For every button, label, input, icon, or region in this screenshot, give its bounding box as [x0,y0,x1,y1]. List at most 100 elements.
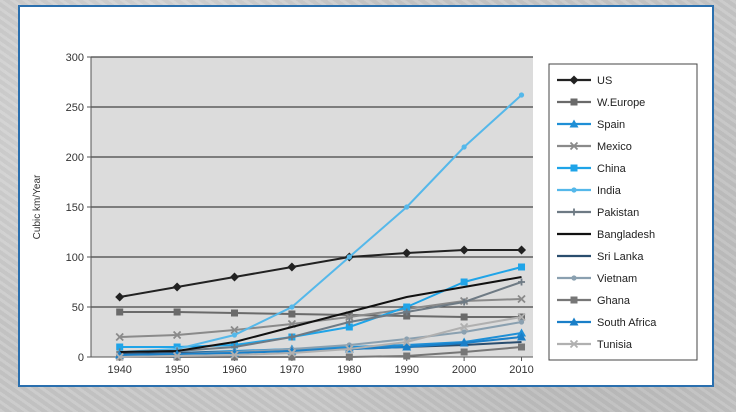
legend-marker-w-europe [570,98,578,106]
legend-marker-tunisia [569,339,579,349]
legend-label-spain: Spain [597,119,625,131]
legend-label-pakistan: Pakistan [597,207,639,219]
y-tick-label-300: 300 [66,52,84,64]
point-us-2000 [459,245,469,255]
chart-frame: 0 50 100 150 200 250 300 1940 1950 1960 1970 1980 1… [18,5,714,387]
gridlines [91,56,533,308]
legend-marker-india [571,187,577,193]
legend-marker-mexico [569,141,579,151]
point-tunisia-2010 [517,312,526,322]
point-tunisia-2000 [459,322,469,332]
legend-marker-vietnam [571,275,577,281]
point-us-1950 [172,282,182,292]
series-line-india [119,94,523,353]
point-tunisia-1960 [230,350,239,360]
point-tunisia-1970 [287,348,297,358]
legend-label-mexico: Mexico [597,141,632,153]
legend-label-sri-lanka: Sri Lanka [597,251,644,263]
point-pakistan-2000 [460,298,468,306]
point-india-2010 [518,92,525,98]
x-tick-label-2000: 2000 [452,364,476,376]
legend-marker-south-africa [569,317,579,326]
legend-marker-china [570,164,578,172]
point-china-2010 [518,263,526,271]
series-bangladesh [119,276,522,353]
point-us-1940 [115,292,125,302]
legend-item-spain: Spain [557,119,625,131]
legend-item-tunisia: Tunisia [557,339,633,351]
point-w-europe-1940 [116,308,124,316]
point-india-1990 [404,204,410,210]
legend-label-china: China [597,163,627,175]
legend-marker-pakistan [570,208,578,216]
point-ghana-1960 [231,353,239,361]
legend-marker-us [569,75,579,85]
legend-item-india: India [557,185,622,197]
point-us-1960 [230,272,240,282]
point-mexico-1960 [230,325,239,335]
series-line-tunisia [119,316,522,358]
point-vietnam-2010 [518,319,525,325]
y-tick-label-100: 100 [66,252,84,264]
point-us-1990 [402,248,412,258]
legend-item-china: China [557,163,627,175]
legend-item-w-europe: W.Europe [557,97,645,109]
x-tick-label-1990: 1990 [394,364,418,376]
legend-label-bangladesh: Bangladesh [597,229,655,241]
legend: US W.Europe Spain Mexico China India Pakistan B… [548,63,698,361]
point-w-europe-1970 [288,310,296,318]
x-tick-label-1980: 1980 [337,364,361,376]
point-india-1960 [231,332,238,338]
point-tunisia-1940 [115,352,124,362]
point-mexico-1940 [115,332,124,342]
point-india-1980 [346,254,352,260]
point-us-2010 [517,245,527,255]
point-ghana-2010 [518,343,526,351]
point-ghana-1970 [288,353,296,361]
series-india [117,92,525,355]
point-pakistan-2010 [518,278,526,286]
x-tick-label-1960: 1960 [222,364,246,376]
point-south-africa-1990 [402,342,412,351]
legend-item-mexico: Mexico [557,141,632,153]
point-ghana-2000 [460,348,468,356]
legend-marker-spain [569,119,579,128]
legend-item-sri-lanka: Sri Lanka [557,251,644,263]
series-tunisia [115,312,526,362]
point-us-1970 [287,262,297,272]
x-tick-label-1970: 1970 [280,364,304,376]
point-india-2000 [461,144,467,150]
y-tick-label-150: 150 [66,202,84,214]
legend-label-south-africa: South Africa [597,317,657,329]
point-w-europe-1950 [173,308,181,316]
point-tunisia-1980 [345,344,354,354]
legend-item-vietnam: Vietnam [557,273,637,285]
series-line-us [119,249,522,298]
y-tick-labels: 0 50 100 150 200 250 300 [66,52,84,364]
legend-label-india: India [597,185,622,197]
legend-item-us: US [557,75,612,87]
legend-item-ghana: Ghana [557,295,631,307]
point-pakistan-1980 [345,318,353,326]
series-line-w-europe [119,311,522,318]
y-tick-label-200: 200 [66,152,84,164]
y-tick-label-250: 250 [66,102,84,114]
legend-item-south-africa: South Africa [557,317,657,329]
legend-label-ghana: Ghana [597,295,631,307]
point-w-europe-1960 [231,309,239,317]
legend-label-us: US [597,75,612,87]
x-tick-labels: 1940 1950 1960 1970 1980 1990 2000 2010 [107,364,533,376]
legend-item-pakistan: Pakistan [557,207,639,219]
point-tunisia-1950 [172,351,182,361]
point-ghana-1980 [345,353,353,361]
point-south-africa-2000 [459,338,469,347]
point-china-1980 [345,323,353,331]
y-tick-label-0: 0 [78,352,84,364]
point-mexico-1950 [172,330,182,340]
x-tick-label-1950: 1950 [165,364,189,376]
x-tick-label-1940: 1940 [107,364,131,376]
point-w-europe-2000 [460,313,468,321]
point-south-africa-2010 [517,332,527,341]
point-pakistan-1970 [288,333,296,341]
